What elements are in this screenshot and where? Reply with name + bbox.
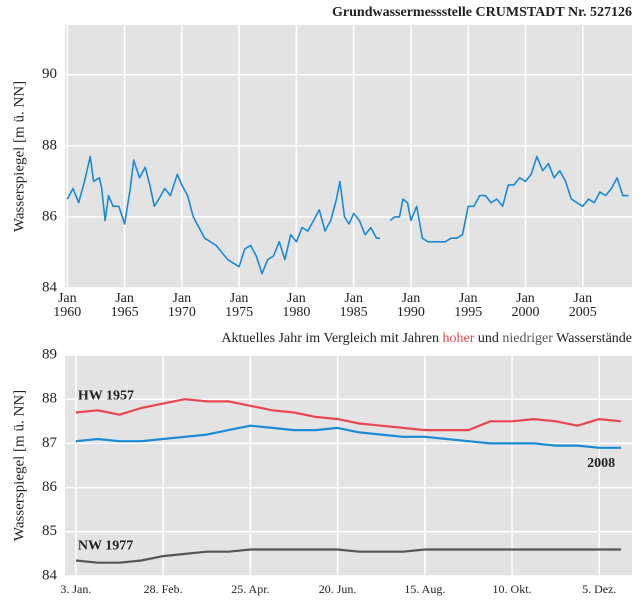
x-tick-month: Jan	[459, 291, 478, 306]
x-tick-label: 5. Dez.	[582, 582, 616, 596]
series-label: HW 1957	[78, 389, 134, 404]
x-tick-label: 28. Feb.	[144, 582, 183, 596]
chart-subtitle: Aktuelles Jahr im Vergleich mit Jahren h…	[221, 331, 632, 346]
subtitle-part: niedriger	[502, 331, 553, 346]
x-tick-label: 2005	[569, 305, 597, 320]
y-axis-label: Wasserspiegel [m ü. NN]	[11, 81, 27, 232]
x-tick-month: Jan	[344, 291, 363, 306]
x-tick-month: Jan	[173, 291, 192, 306]
x-tick-label: 1965	[111, 305, 139, 320]
x-tick-month: Jan	[58, 291, 77, 306]
subtitle-part: hoher	[442, 331, 474, 346]
x-tick-month: Jan	[230, 291, 249, 306]
x-tick-month: Jan	[573, 291, 592, 306]
y-tick-label: 87	[42, 435, 58, 451]
subtitle-part: Wasserstände	[553, 331, 632, 346]
y-tick-label: 88	[42, 137, 57, 153]
y-tick-label: 86	[42, 479, 58, 495]
x-tick-label: 3. Jan.	[60, 582, 91, 596]
x-tick-label: 1985	[340, 305, 368, 320]
x-tick-label: 1960	[53, 305, 81, 320]
chart-title: Grundwassermessstelle CRUMSTADT Nr. 5271…	[332, 5, 632, 20]
subtitle-part: Aktuelles Jahr im Vergleich mit Jahren	[221, 331, 442, 346]
x-tick-label: 1970	[168, 305, 196, 320]
x-tick-month: Jan	[287, 291, 306, 306]
y-tick-label: 84	[42, 567, 58, 583]
y-tick-label: 85	[42, 523, 57, 539]
plot-area	[65, 355, 632, 576]
x-tick-label: 20. Jun.	[319, 582, 357, 596]
y-tick-label: 84	[42, 279, 58, 295]
y-tick-label: 88	[42, 391, 57, 407]
x-tick-label: 1975	[225, 305, 253, 320]
x-tick-label: 25. Apr.	[231, 582, 269, 596]
x-tick-label: 1980	[282, 305, 310, 320]
y-axis-label: Wasserspiegel [m ü. NN]	[11, 390, 27, 541]
data-line	[75, 424, 622, 449]
y-tick-label: 90	[42, 66, 57, 82]
x-tick-month: Jan	[402, 291, 421, 306]
x-tick-label: 10. Okt.	[493, 582, 532, 596]
y-tick-label: 89	[42, 346, 57, 362]
x-tick-label: 2000	[511, 305, 539, 320]
x-tick-month: Jan	[115, 291, 134, 306]
data-line	[66, 155, 629, 275]
series-label: 2008	[587, 456, 615, 471]
plot-area	[65, 25, 632, 288]
data-line	[75, 548, 622, 564]
subtitle-part: und	[474, 331, 502, 346]
x-tick-label: 15. Aug.	[404, 582, 445, 596]
x-tick-month: Jan	[516, 291, 535, 306]
series-label: NW 1977	[78, 539, 133, 554]
x-tick-label: 1990	[397, 305, 425, 320]
y-tick-label: 86	[42, 208, 58, 224]
data-line	[75, 398, 622, 432]
x-tick-label: 1995	[454, 305, 482, 320]
